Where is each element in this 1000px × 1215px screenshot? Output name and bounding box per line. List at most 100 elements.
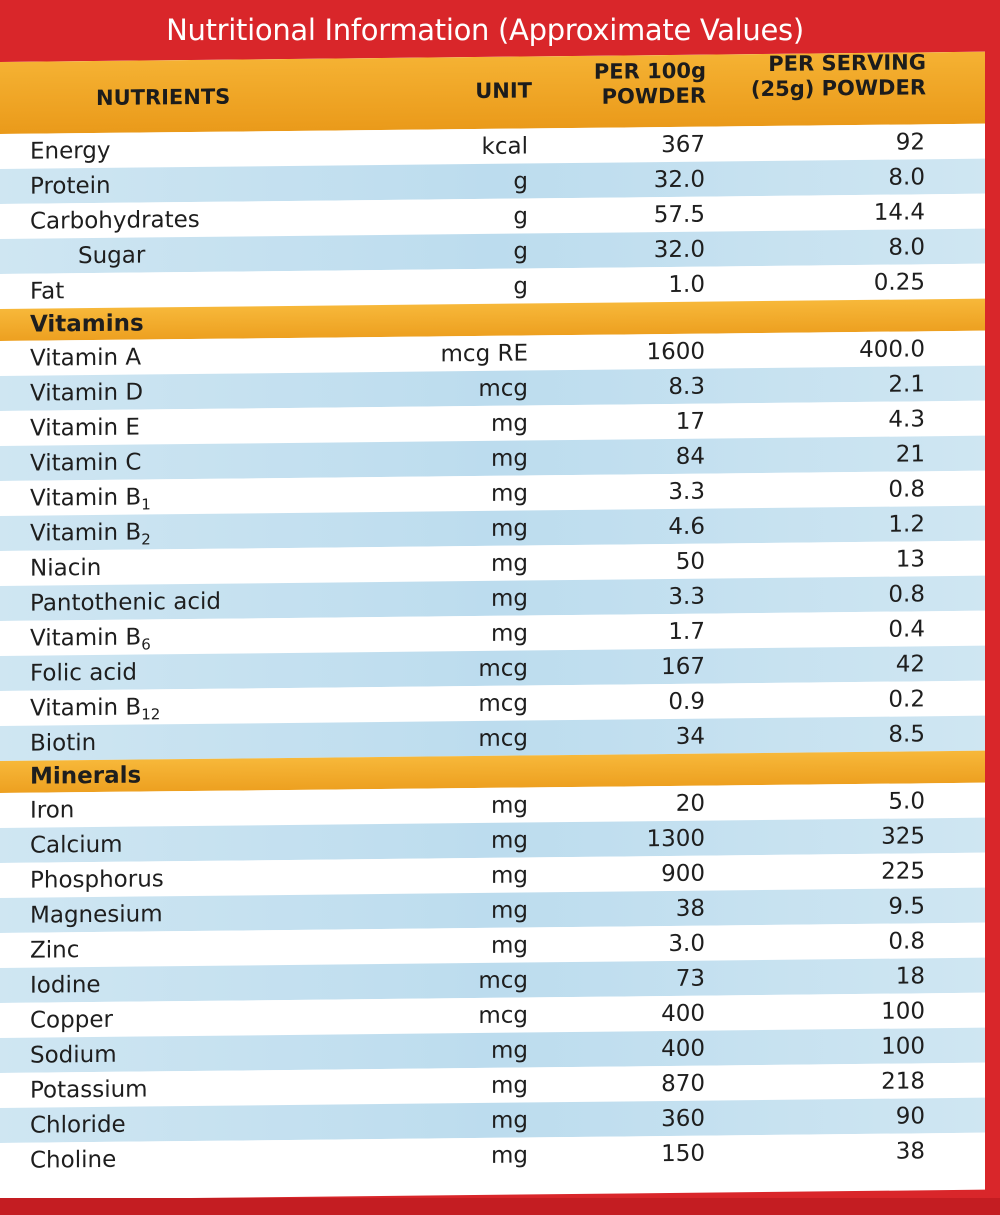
unit-cell: mg (490, 862, 528, 889)
unit-cell: g (513, 203, 528, 230)
per100-cell: 17 (675, 408, 705, 435)
per100-cell: 0.9 (668, 688, 705, 716)
per100-cell: 870 (661, 1070, 705, 1098)
unit-cell: mg (490, 480, 528, 507)
per100-cell: 32.0 (653, 236, 705, 264)
bottom-edge (0, 1198, 1000, 1215)
unit-cell: mg (490, 585, 528, 612)
header-per-serving: PER SERVING (25g) POWDER (730, 52, 926, 103)
per100-cell: 900 (661, 860, 705, 888)
header-per100: PER 100g POWDER (560, 59, 706, 111)
unit-cell: mg (490, 550, 528, 577)
unit-cell: mg (490, 515, 528, 542)
per-serving-cell: 100 (881, 1033, 925, 1060)
per-serving-cell: 9.5 (888, 893, 925, 920)
nutrient-name-text: Vitamin E (30, 414, 140, 442)
per100-cell: 1600 (646, 338, 705, 366)
unit-cell: mcg RE (440, 340, 528, 368)
per100-cell: 1.0 (668, 271, 705, 299)
nutrient-name-text: Sodium (30, 1041, 117, 1069)
per-serving-cell: 325 (881, 823, 925, 850)
nutrient-name: Chloride (30, 1110, 126, 1141)
unit-cell: mcg (478, 967, 528, 994)
per100-cell: 20 (675, 790, 705, 817)
per100-cell: 3.0 (668, 930, 705, 958)
per-serving-cell: 8.5 (888, 721, 925, 748)
nutrient-name-text: Niacin (30, 554, 102, 582)
unit-cell: mg (490, 1142, 528, 1169)
unit-cell: mg (490, 827, 528, 854)
per-serving-cell: 90 (895, 1103, 925, 1130)
unit-cell: mg (490, 410, 528, 437)
per100-cell: 150 (661, 1140, 705, 1168)
per-serving-cell: 0.4 (888, 616, 925, 643)
per-serving-cell: 225 (881, 858, 925, 885)
per-serving-cell: 0.8 (888, 581, 925, 608)
nutrient-name: Biotin (30, 728, 96, 759)
nutrient-name-text: Magnesium (30, 901, 163, 929)
nutrient-name: Sodium (30, 1040, 117, 1071)
nutrient-name-text: Iron (30, 797, 75, 824)
unit-cell: mcg (478, 725, 528, 752)
per-serving-cell: 400.0 (859, 336, 925, 364)
per100-cell: 367 (661, 131, 705, 159)
per-serving-cell: 0.25 (873, 269, 925, 296)
nutrient-name: Vitamin C (30, 448, 141, 479)
nutrient-name: Vitamin A (30, 343, 141, 374)
per-serving-cell: 21 (895, 441, 925, 468)
per100-cell: 38 (675, 895, 705, 922)
nutrient-name: Protein (30, 171, 111, 202)
unit-cell: mcg (478, 690, 528, 717)
per100-cell: 400 (661, 1000, 705, 1028)
nutrient-name: Copper (30, 1005, 113, 1036)
nutrient-name: Pantothenic acid (30, 587, 221, 619)
nutrient-name: Folic acid (30, 658, 137, 689)
nutrient-name: Vitamin D (30, 378, 143, 409)
nutrient-name: Iron (30, 795, 74, 825)
nutrient-name-text: Folic acid (30, 659, 137, 687)
header-serving-line1: PER SERVING (768, 51, 926, 76)
nutrient-name-text: Vitamin C (30, 449, 142, 477)
nutrient-name-text: Iodine (30, 971, 101, 999)
nutrient-name: Magnesium (30, 899, 163, 930)
header-serving-line2: (25g) POWDER (750, 75, 926, 102)
nutrient-name-text: Chloride (30, 1111, 126, 1139)
per-serving-cell: 4.3 (888, 406, 925, 433)
unit-cell: mcg (478, 655, 528, 682)
nutrient-name-text: Copper (30, 1006, 113, 1034)
per100-cell: 57.5 (653, 201, 705, 229)
unit-cell: kcal (481, 133, 528, 160)
per100-cell: 73 (675, 965, 705, 992)
nutrient-name-text: Fat (30, 278, 65, 305)
nutrient-name: Phosphorus (30, 864, 164, 895)
header-per100-line1: PER 100g (593, 58, 706, 84)
nutrition-table: NUTRIENTS UNIT PER 100g POWDER PER SERVI… (0, 51, 985, 1201)
nutrient-name: Vitamin E (30, 413, 140, 444)
per-serving-cell: 8.0 (888, 164, 925, 191)
per-serving-cell: 18 (895, 963, 925, 990)
nutrient-subscript: 2 (141, 530, 151, 549)
per-serving-cell: 92 (895, 129, 925, 156)
nutrient-name-text: Calcium (30, 831, 123, 859)
header-unit: UNIT (475, 78, 532, 104)
nutrient-name-text: Vitamin D (30, 379, 144, 407)
unit-cell: mcg (478, 1002, 528, 1029)
nutrient-name: Calcium (30, 830, 123, 861)
nutrient-name: Niacin (30, 553, 101, 584)
per100-cell: 1300 (646, 825, 705, 853)
nutrient-name-text: Vitamin A (30, 344, 142, 372)
unit-cell: g (513, 273, 528, 300)
per-serving-cell: 38 (895, 1138, 925, 1165)
nutrient-name-text: Phosphorus (30, 866, 164, 894)
unit-cell: mg (490, 932, 528, 959)
unit-cell: g (513, 238, 528, 265)
per-serving-cell: 1.2 (888, 511, 925, 538)
unit-cell: mg (490, 1107, 528, 1134)
unit-cell: g (513, 168, 528, 195)
per100-cell: 167 (661, 653, 705, 681)
nutrient-name-text: Pantothenic acid (30, 588, 221, 617)
per100-cell: 3.3 (668, 478, 705, 506)
nutrient-name-text: Vitamin B (30, 694, 142, 722)
unit-cell: mg (490, 1037, 528, 1064)
